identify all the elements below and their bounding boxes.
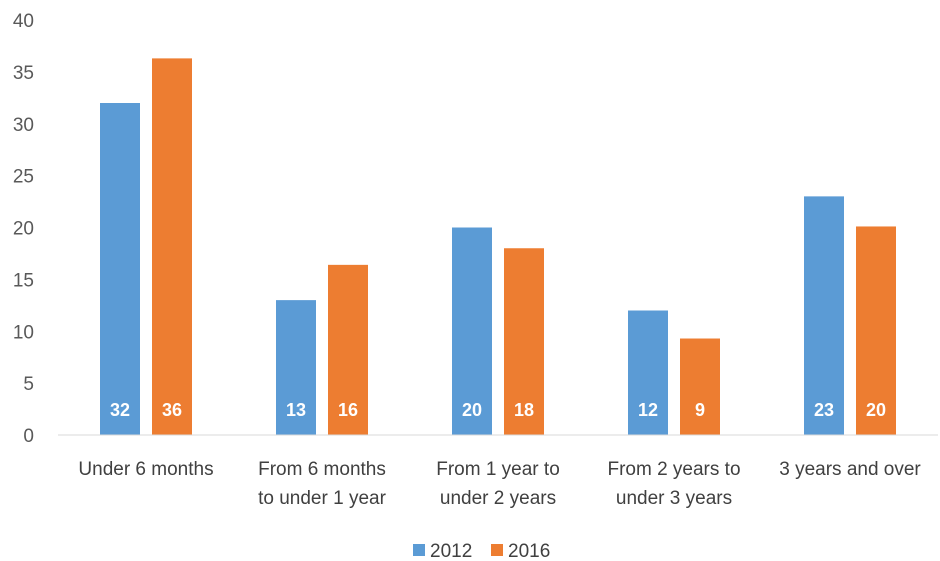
- x-axis: Under 6 months From 6 months to under 1 ye…: [78, 459, 921, 509]
- bar-2012-3: [628, 310, 668, 435]
- legend: 2012 2016: [413, 541, 550, 561]
- y-tick-label: 30: [13, 115, 34, 136]
- data-label: 9: [695, 400, 705, 420]
- x-tick-label: From 2 years to: [607, 459, 740, 480]
- bar-2012-0: [100, 103, 140, 435]
- data-label: 23: [814, 400, 834, 420]
- y-tick-label: 40: [13, 11, 34, 32]
- y-tick-label: 20: [13, 219, 34, 240]
- data-label: 32: [110, 400, 130, 420]
- x-tick-label: to under 1 year: [258, 488, 386, 509]
- legend-label: 2012: [430, 541, 472, 561]
- data-label: 12: [638, 400, 658, 420]
- legend-label: 2016: [508, 541, 550, 561]
- bar-2012-1: [276, 300, 316, 435]
- bar-2016-1: [328, 264, 368, 435]
- legend-swatch: [491, 544, 503, 556]
- data-label: 36: [162, 400, 182, 420]
- y-tick-label: 15: [13, 270, 34, 291]
- legend-swatch: [413, 544, 425, 556]
- data-label: 20: [462, 400, 482, 420]
- bar-2012-4: [804, 196, 844, 435]
- data-label: 16: [338, 400, 358, 420]
- data-labels: 32 36 13 16 20 18 12 9 23 20: [110, 400, 886, 420]
- x-tick-label: under 3 years: [616, 488, 732, 509]
- y-tick-label: 5: [23, 374, 34, 395]
- y-axis: 0 5 10 15 20 25 30 35 40: [13, 11, 34, 447]
- bars: [100, 58, 896, 435]
- x-tick-label: 3 years and over: [779, 459, 921, 480]
- bar-2016-2: [504, 248, 544, 435]
- x-tick-label: From 1 year to: [436, 459, 560, 480]
- bar-2016-3: [680, 338, 720, 435]
- y-tick-label: 0: [23, 426, 34, 447]
- x-tick-label: Under 6 months: [78, 459, 213, 480]
- x-tick-label: From 6 months: [258, 459, 386, 480]
- y-tick-label: 25: [13, 167, 34, 188]
- bar-2016-0: [152, 58, 192, 435]
- y-tick-label: 35: [13, 63, 34, 84]
- y-tick-label: 10: [13, 322, 34, 343]
- data-label: 18: [514, 400, 534, 420]
- bar-2016-4: [856, 226, 896, 435]
- x-tick-label: under 2 years: [440, 488, 556, 509]
- data-label: 13: [286, 400, 306, 420]
- bar-2012-2: [452, 227, 492, 435]
- data-label: 20: [866, 400, 886, 420]
